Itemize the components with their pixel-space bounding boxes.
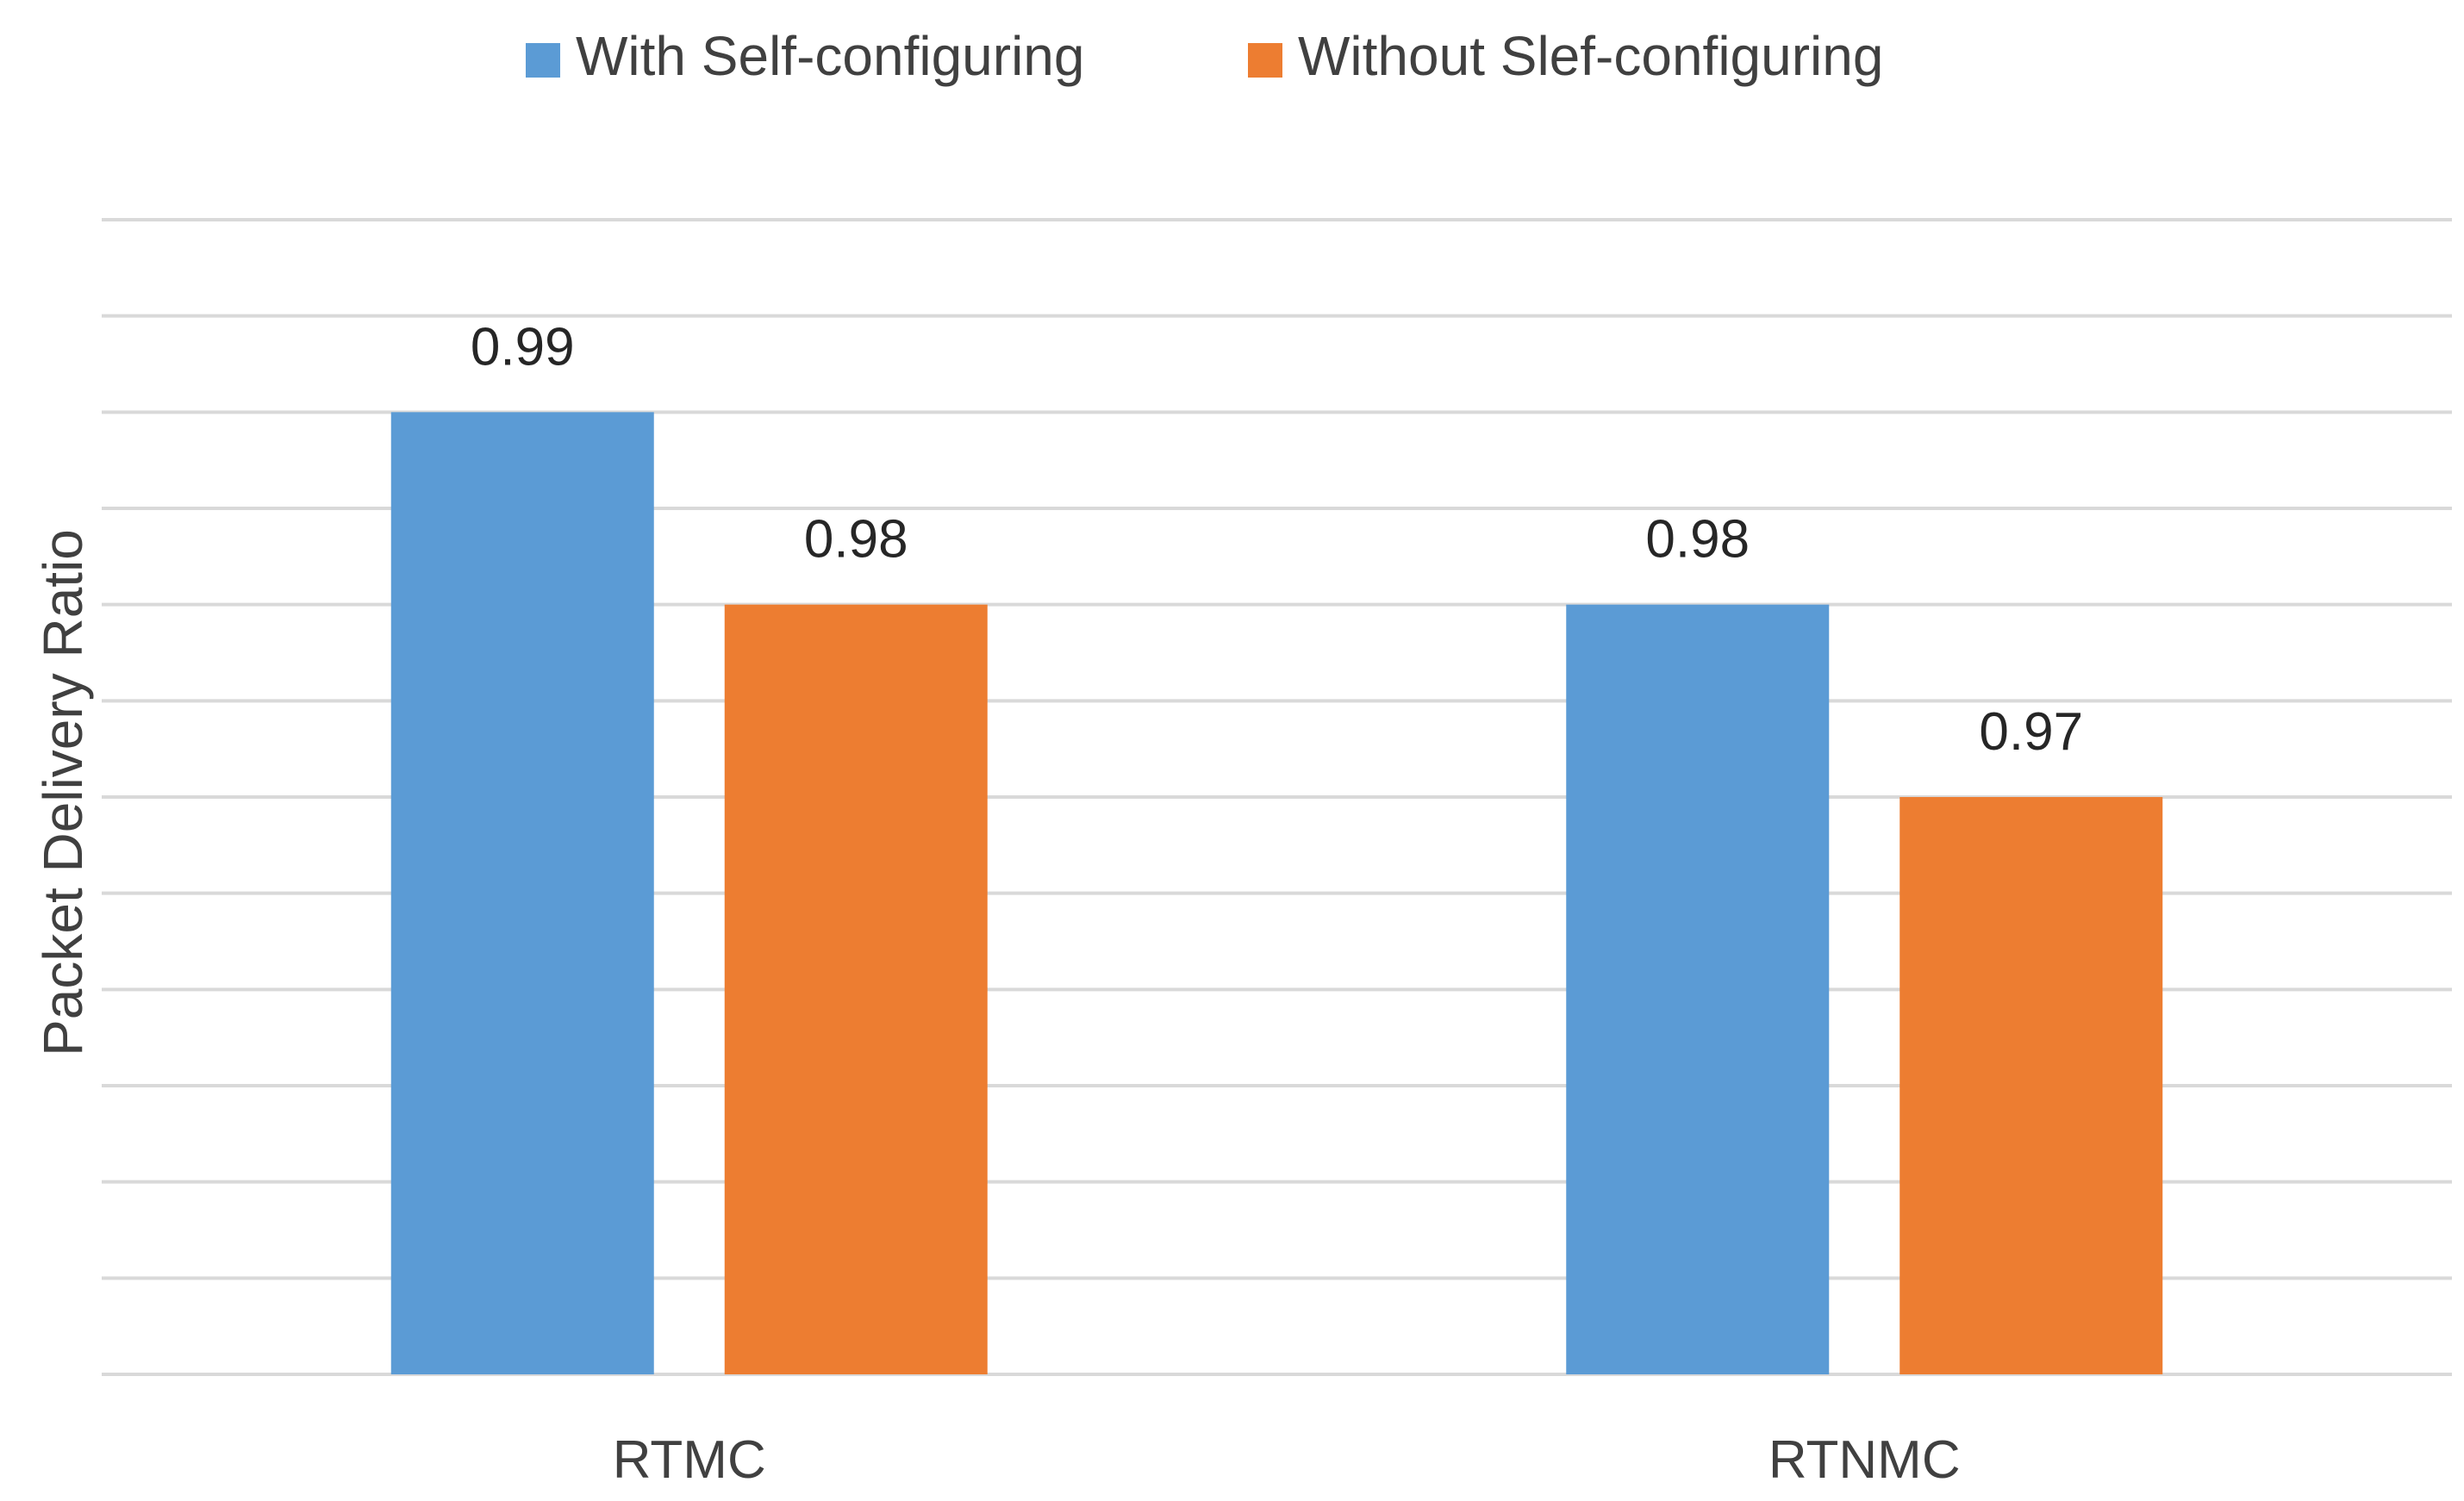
- legend: With Self-configuring Without Slef-config…: [526, 25, 1883, 87]
- legend-swatch-series-1: [526, 43, 560, 78]
- x-tick-label-rtnmc: RTNMC: [1768, 1430, 1961, 1490]
- bar-rtmc-series-1: [390, 412, 654, 1374]
- legend-swatch-series-2: [1248, 43, 1282, 78]
- bar-rtmc-series-2: [724, 604, 988, 1374]
- data-label-rtnmc-series-2: 0.97: [1979, 702, 2083, 762]
- bar-rtnmc-series-2: [1899, 797, 2163, 1374]
- data-label-rtmc-series-1: 0.99: [471, 317, 575, 377]
- data-label-rtmc-series-2: 0.98: [804, 510, 908, 570]
- y-axis-label: Packet Delivery Ratio: [32, 529, 94, 1056]
- legend-label-series-1: With Self-configuring: [576, 25, 1084, 87]
- x-tick-label-rtmc: RTMC: [613, 1430, 766, 1490]
- legend-label-series-2: Without Slef-configuring: [1298, 25, 1883, 87]
- data-label-rtnmc-series-1: 0.98: [1645, 510, 1750, 570]
- bar-rtnmc-series-1: [1566, 604, 1830, 1374]
- x-axis-tick-labels: RTMC RTNMC: [613, 1430, 1961, 1490]
- data-labels: 0.99 0.98 0.98 0.97: [471, 317, 2083, 762]
- bars: [390, 412, 2163, 1374]
